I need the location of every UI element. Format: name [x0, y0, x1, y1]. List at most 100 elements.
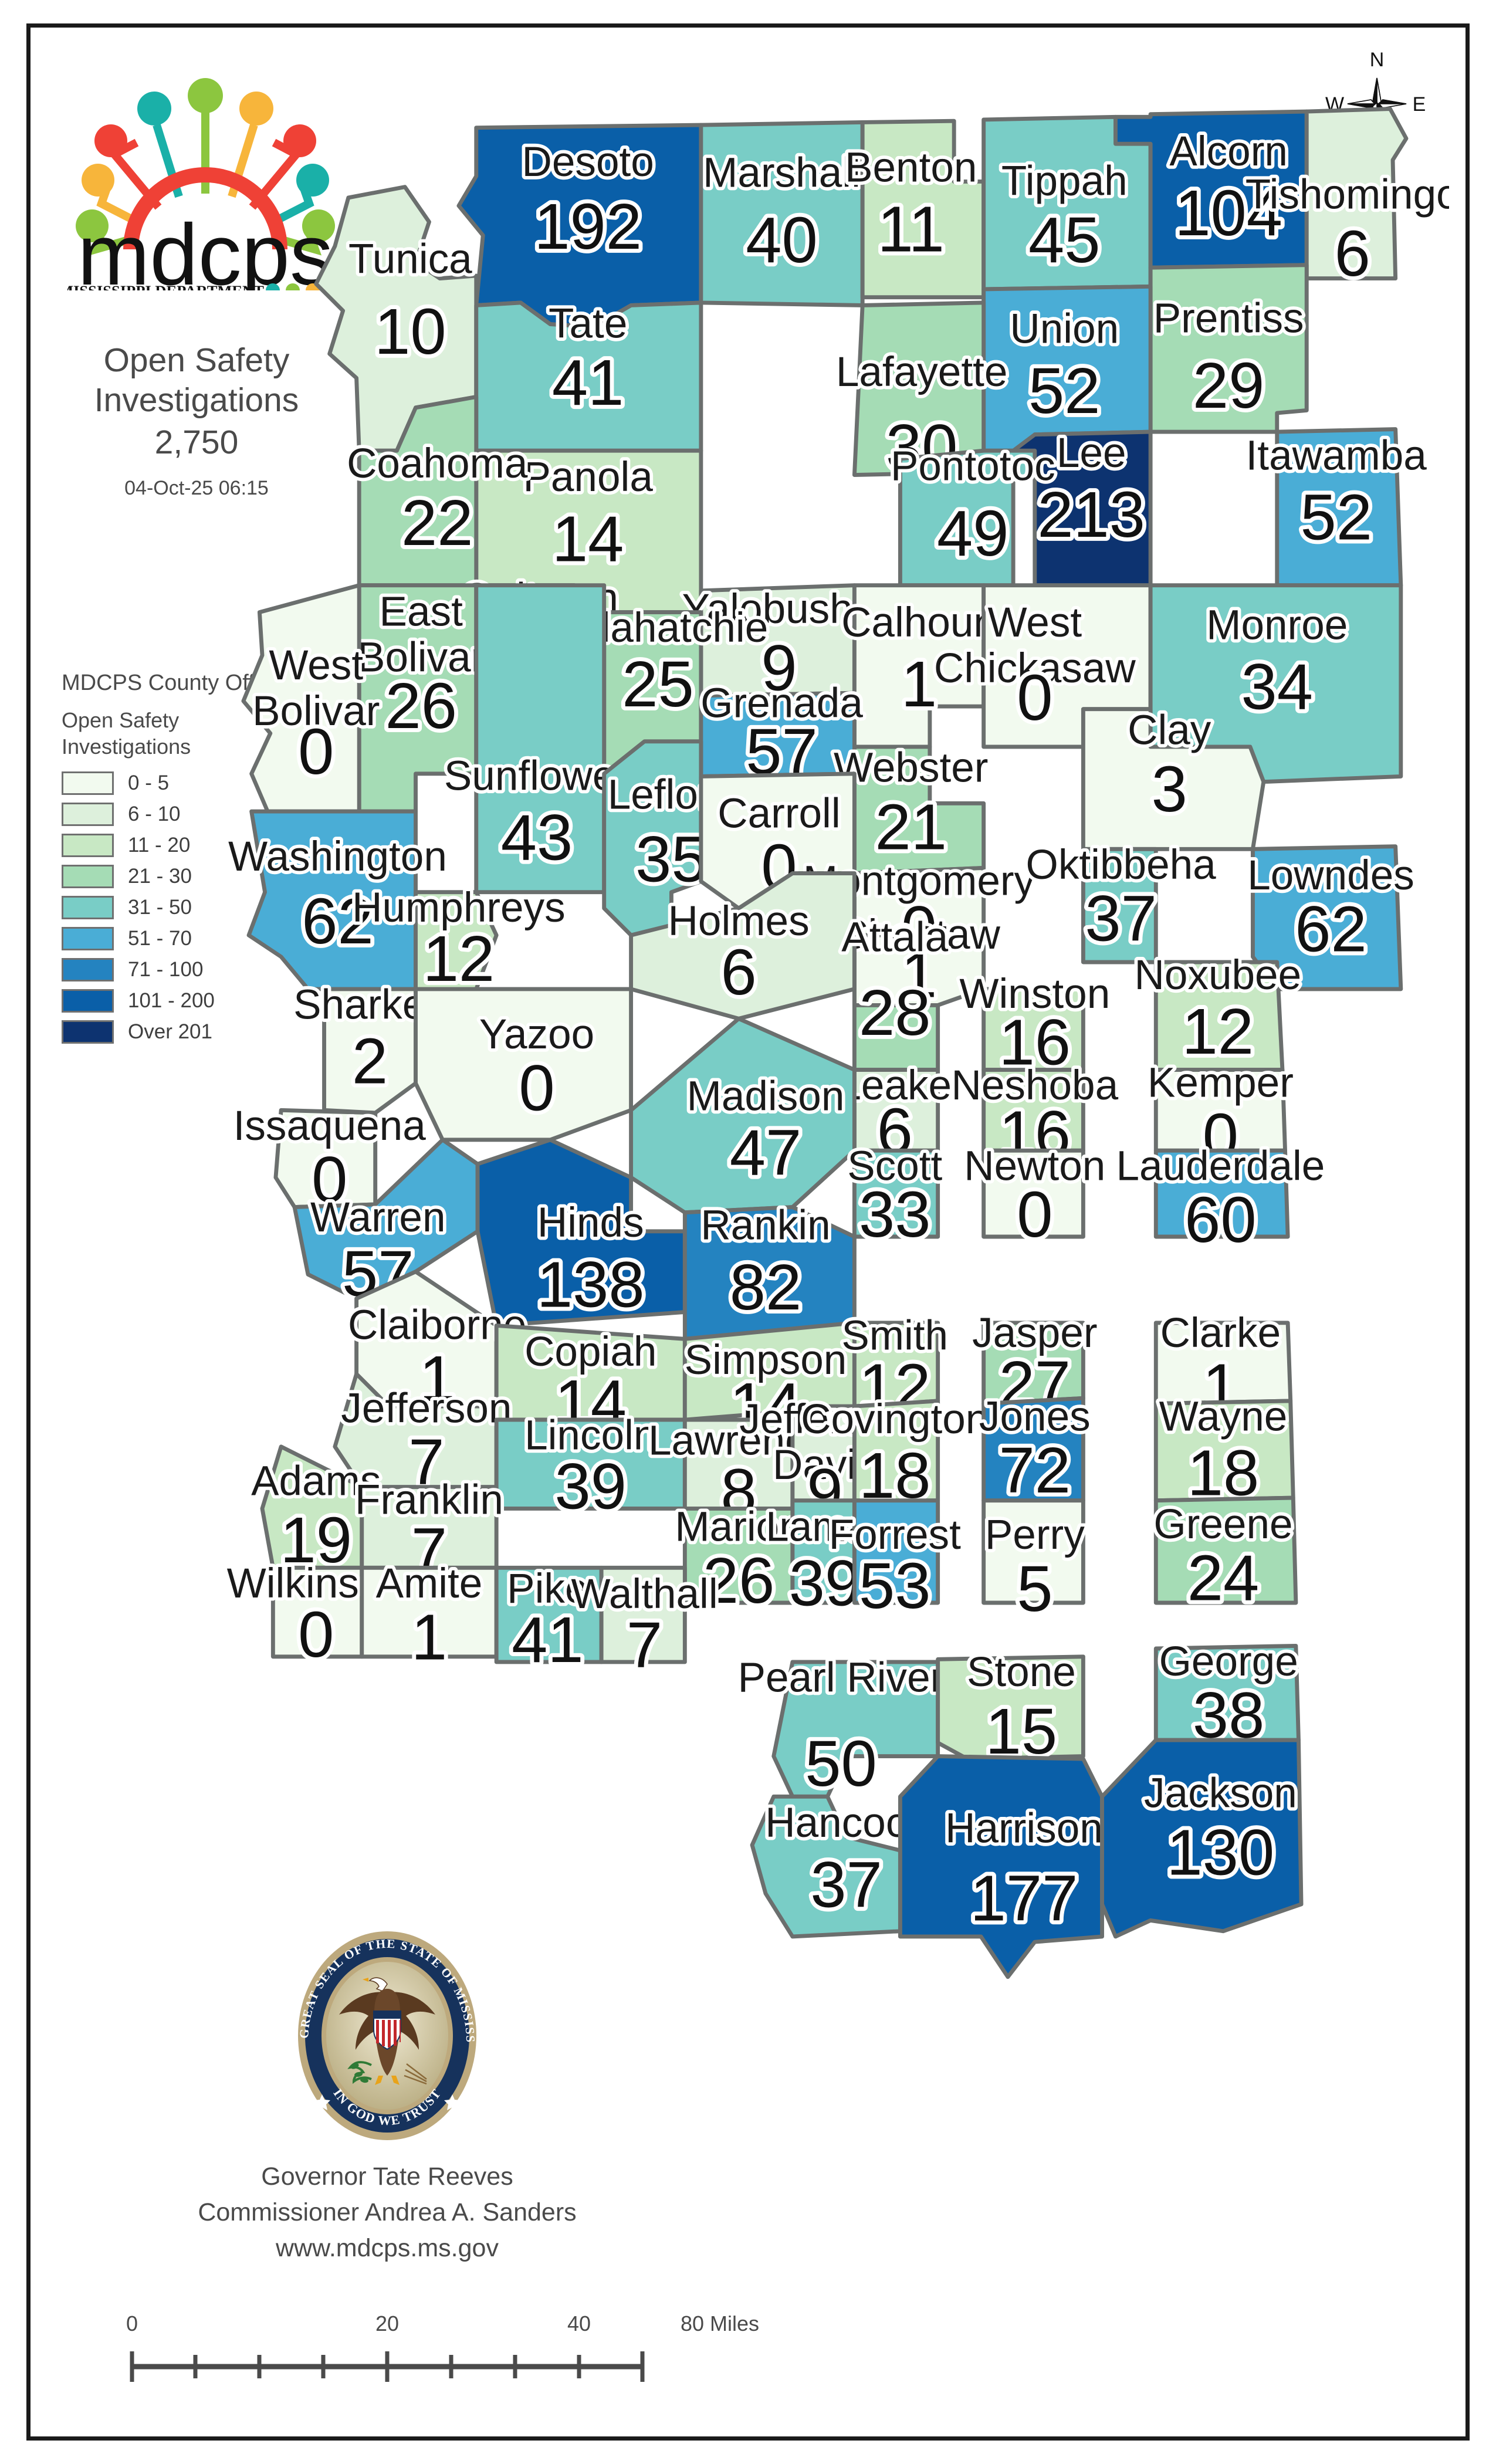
county-shape[interactable] [682, 1205, 857, 1341]
county-shape[interactable] [322, 987, 418, 1115]
county-label: Copiah [524, 1329, 656, 1375]
county-tunica[interactable]: Tunica 10 [314, 185, 479, 453]
county-label: Jasper [972, 1310, 1097, 1356]
county-shape[interactable] [629, 871, 857, 1021]
county-washington[interactable]: Washington 62 [225, 809, 451, 991]
county-pearl-river[interactable]: Pearl River 50 [735, 1651, 947, 1804]
county-value: 72 [999, 1434, 1071, 1507]
county-desoto[interactable]: Desoto 192 [456, 123, 703, 329]
map-svg[interactable]: Desoto192Marshall40Benton11Tippah45Alcor… [82, 47, 1449, 2335]
county-prentiss[interactable]: Prentiss 29 [1148, 263, 1309, 434]
county-shape[interactable] [852, 1148, 940, 1239]
county-shape[interactable] [898, 1754, 1104, 1979]
county-shape[interactable] [1251, 844, 1403, 991]
county-shape[interactable] [629, 1016, 857, 1215]
scale-bar: 0 20 40 80 Miles [126, 2311, 759, 2399]
county-value: 25 [622, 648, 693, 720]
county-shape[interactable] [1100, 1738, 1304, 1939]
county-pontotoc[interactable]: Pontotoc 49 [887, 440, 1058, 588]
legend-label: 0 - 5 [128, 771, 170, 795]
county-value: 11 [878, 194, 945, 266]
county-shape[interactable] [246, 809, 418, 991]
county-label: Claiborne [348, 1302, 526, 1348]
legend-row: 11 - 20 [62, 830, 308, 861]
county-shape[interactable] [981, 1498, 1085, 1605]
county-shape[interactable] [414, 987, 634, 1142]
county-marshall[interactable]: Marshall 40 [699, 120, 865, 307]
legend-label: 71 - 100 [128, 958, 204, 981]
county-label: Choctaw [838, 912, 1000, 958]
county-shape[interactable] [852, 1498, 940, 1605]
county-shape[interactable] [602, 739, 703, 937]
county-harrison[interactable]: Harrison 177 [898, 1754, 1106, 1979]
county-shape[interactable] [599, 1565, 687, 1664]
county-shape[interactable] [852, 933, 940, 1072]
county-shape[interactable] [981, 1148, 1085, 1239]
county-attala[interactable]: Attala 28 [838, 911, 952, 1072]
mississippi-county-choropleth[interactable]: Desoto 192 Marshall 40 Benton 11 Tippah 45 Alcor… [82, 47, 1449, 2335]
county-shape[interactable] [414, 890, 499, 991]
county-label: Pike [507, 1566, 588, 1612]
legend-swatch [62, 958, 114, 982]
county-shape[interactable] [1153, 1148, 1290, 1239]
county-label: Lauderdale [1116, 1143, 1325, 1190]
legend-swatch [62, 1020, 114, 1044]
county-shape[interactable] [241, 583, 361, 814]
logo-wordmark: mdcps [77, 207, 333, 290]
county-shape[interactable] [1153, 1495, 1298, 1605]
county-value: 7 [627, 1609, 662, 1681]
